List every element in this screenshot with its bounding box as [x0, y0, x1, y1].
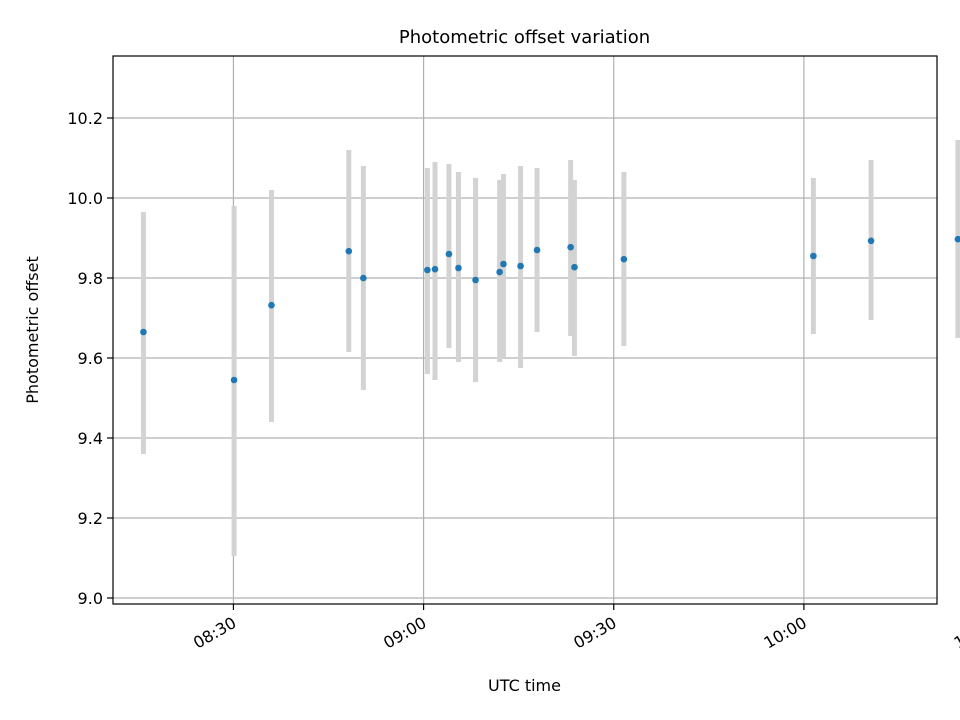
y-tick-label: 10.0	[67, 189, 103, 208]
y-axis-label: Photometric offset	[23, 256, 42, 404]
plot-area-frame	[112, 55, 938, 605]
y-tick-label: 9.2	[78, 509, 103, 528]
x-axis-label: UTC time	[488, 676, 561, 695]
data-point	[496, 268, 503, 276]
data-point	[455, 264, 462, 272]
grid-lines	[113, 56, 937, 604]
data-point	[500, 260, 507, 268]
x-tick-label: 10:30	[951, 613, 960, 653]
y-tick-label: 9.6	[78, 349, 103, 368]
data-points	[140, 235, 960, 384]
data-point	[810, 252, 817, 260]
data-point	[567, 243, 574, 251]
data-point	[445, 250, 453, 258]
y-tick-label: 9.8	[78, 269, 103, 288]
data-point	[268, 301, 275, 309]
data-point	[140, 328, 147, 336]
y-axis-ticks: 9.0 9.2 9.4 9.6 9.8 10.0 10.2	[67, 109, 113, 608]
data-point	[517, 262, 524, 270]
data-point	[472, 276, 479, 284]
data-point	[571, 263, 578, 271]
data-point	[360, 274, 367, 282]
data-point	[424, 266, 431, 274]
data-point	[230, 376, 238, 384]
data-point	[345, 247, 353, 255]
y-tick-label: 9.0	[78, 589, 103, 608]
data-point	[954, 235, 960, 243]
data-point	[533, 246, 541, 254]
y-tick-label: 10.2	[67, 109, 103, 128]
chart-title: Photometric offset variation	[399, 27, 650, 48]
data-point	[620, 255, 628, 263]
data-point	[867, 237, 875, 245]
y-tick-label: 9.4	[78, 429, 103, 448]
data-point	[431, 265, 439, 273]
